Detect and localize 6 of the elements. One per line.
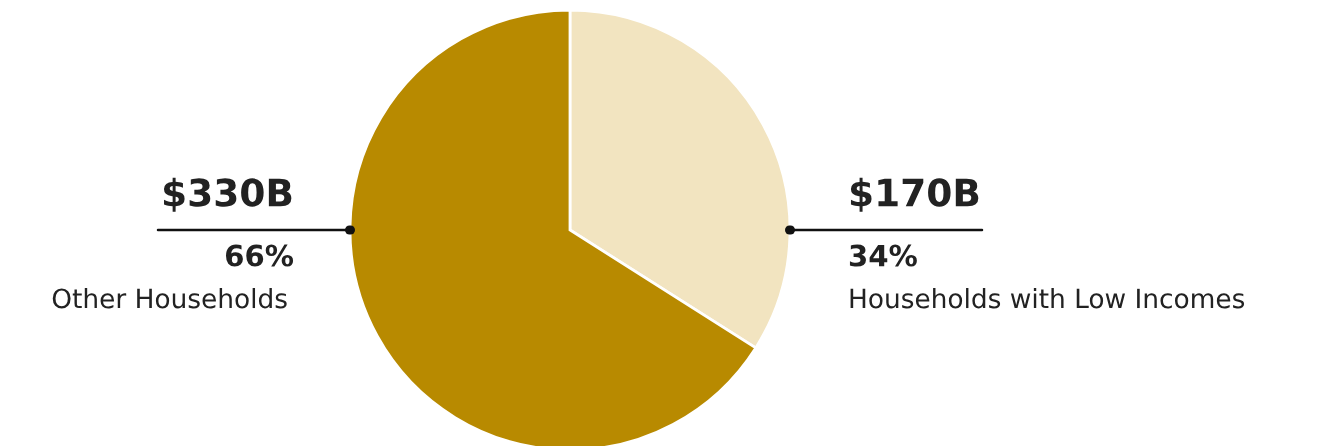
slice-label: Households with Low Incomes [850,288,1245,309]
data-label: $330B [163,177,292,212]
slice-label: Other Households [52,288,287,309]
text: 34% [849,244,917,267]
data-label: $170B [850,177,979,212]
text: 66% [226,244,294,267]
